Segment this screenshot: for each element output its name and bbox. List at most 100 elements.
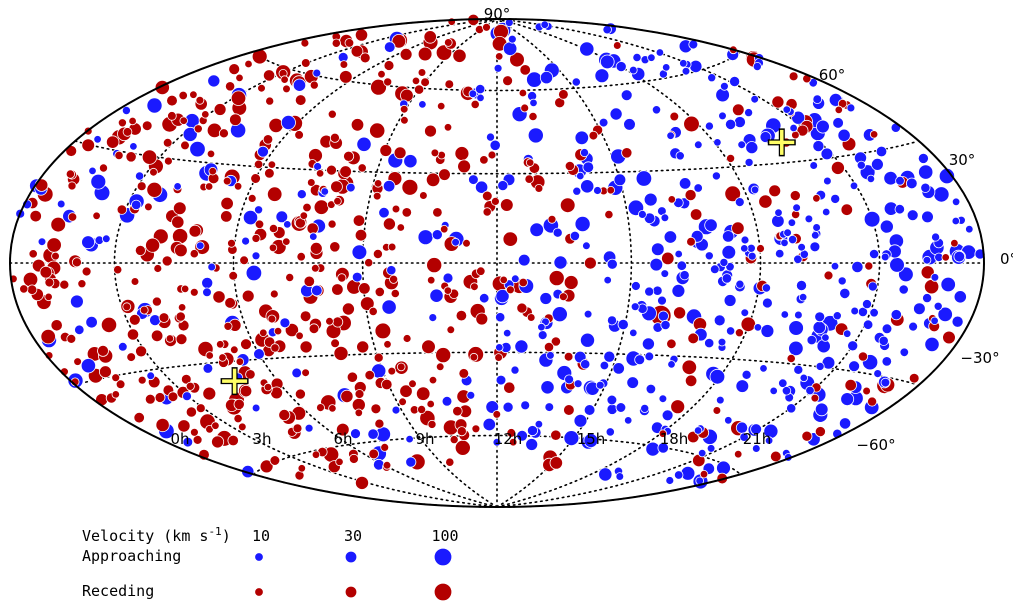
- receding-point: [383, 77, 393, 87]
- receding-point: [814, 426, 826, 438]
- receding-point: [373, 352, 384, 363]
- receding-point: [549, 456, 564, 470]
- receding-point: [563, 351, 574, 362]
- receding-point: [233, 398, 245, 410]
- receding-point: [343, 150, 355, 162]
- receding-point: [296, 252, 306, 262]
- receding-point: [126, 328, 140, 341]
- receding-point: [330, 338, 340, 349]
- receding-point: [547, 214, 557, 224]
- approaching-point: [724, 118, 737, 131]
- receding-point: [867, 396, 878, 407]
- approaching-point: [725, 326, 736, 336]
- receding-point: [435, 347, 452, 364]
- receding-point: [683, 115, 700, 133]
- approaching-point: [812, 320, 827, 335]
- approaching-point: [495, 288, 510, 304]
- approaching-point: [296, 189, 307, 200]
- approaching-point: [704, 251, 714, 261]
- approaching-point: [722, 230, 735, 243]
- approaching-point: [580, 332, 596, 348]
- approaching-point: [679, 270, 690, 281]
- receding-point: [421, 339, 436, 355]
- approaching-point: [725, 262, 735, 272]
- receding-point: [267, 314, 277, 324]
- receding-point: [416, 386, 431, 401]
- approaching-point: [485, 132, 495, 142]
- receding-point: [144, 202, 153, 212]
- approaching-point: [740, 235, 750, 245]
- approaching-point: [810, 231, 820, 240]
- approaching-point: [405, 456, 417, 468]
- approaching-point: [442, 272, 454, 284]
- approaching-point: [403, 154, 418, 169]
- receding-point: [364, 369, 375, 381]
- receding-point: [437, 101, 446, 111]
- receding-point: [786, 353, 796, 364]
- receding-point: [155, 417, 170, 433]
- receding-point: [470, 99, 480, 110]
- approaching-point: [391, 405, 401, 415]
- receding-point: [297, 464, 306, 473]
- approaching-point: [804, 214, 814, 224]
- approaching-point: [580, 179, 595, 194]
- receding-point: [263, 382, 273, 392]
- receding-point: [158, 312, 170, 323]
- approaching-point: [721, 273, 733, 284]
- approaching-point: [418, 100, 427, 109]
- receding-point: [840, 203, 854, 216]
- approaching-point: [937, 306, 953, 323]
- receding-point: [390, 288, 400, 299]
- receding-point: [235, 357, 245, 366]
- receding-point: [673, 306, 687, 320]
- receding-point: [475, 312, 489, 326]
- receding-point: [502, 75, 514, 87]
- receding-point: [180, 140, 190, 151]
- approaching-point: [254, 205, 264, 215]
- receding-point: [687, 332, 699, 345]
- receding-point: [534, 183, 544, 193]
- receding-point: [167, 391, 179, 403]
- approaching-point: [367, 428, 379, 440]
- receding-point: [869, 130, 879, 139]
- approaching-point: [93, 135, 102, 144]
- receding-point: [458, 368, 470, 379]
- receding-point: [29, 209, 42, 223]
- approaching-point: [583, 309, 593, 319]
- receding-point: [588, 130, 599, 141]
- receding-point: [65, 169, 76, 179]
- approaching-point: [405, 434, 414, 444]
- approaching-point: [787, 235, 798, 245]
- receding-point: [446, 325, 456, 335]
- approaching-point: [510, 365, 520, 375]
- approaching-point: [540, 20, 549, 29]
- approaching-point: [881, 323, 893, 335]
- legend-symbol: [344, 585, 358, 599]
- receding-point: [402, 334, 412, 343]
- receding-point: [359, 52, 371, 64]
- approaching-point: [792, 203, 801, 213]
- receding-point: [128, 116, 137, 126]
- approaching-point: [920, 182, 931, 193]
- approaching-point: [930, 273, 940, 282]
- approaching-point: [428, 313, 438, 323]
- receding-point: [137, 375, 147, 385]
- approaching-point: [740, 244, 749, 253]
- receding-point: [315, 169, 325, 178]
- receding-point: [430, 148, 440, 158]
- receding-point: [269, 455, 281, 466]
- approaching-point: [382, 179, 396, 193]
- receding-point: [67, 181, 77, 191]
- approaching-point: [573, 413, 588, 428]
- receding-point: [128, 313, 141, 326]
- receding-point: [327, 109, 337, 119]
- receding-point: [689, 208, 703, 221]
- receding-point: [329, 132, 340, 143]
- approaching-point: [931, 232, 941, 242]
- approaching-point: [815, 361, 825, 371]
- approaching-point: [822, 207, 831, 217]
- receding-point: [81, 138, 95, 153]
- receding-point: [505, 285, 515, 295]
- receding-point: [457, 159, 472, 174]
- receding-point: [417, 68, 427, 77]
